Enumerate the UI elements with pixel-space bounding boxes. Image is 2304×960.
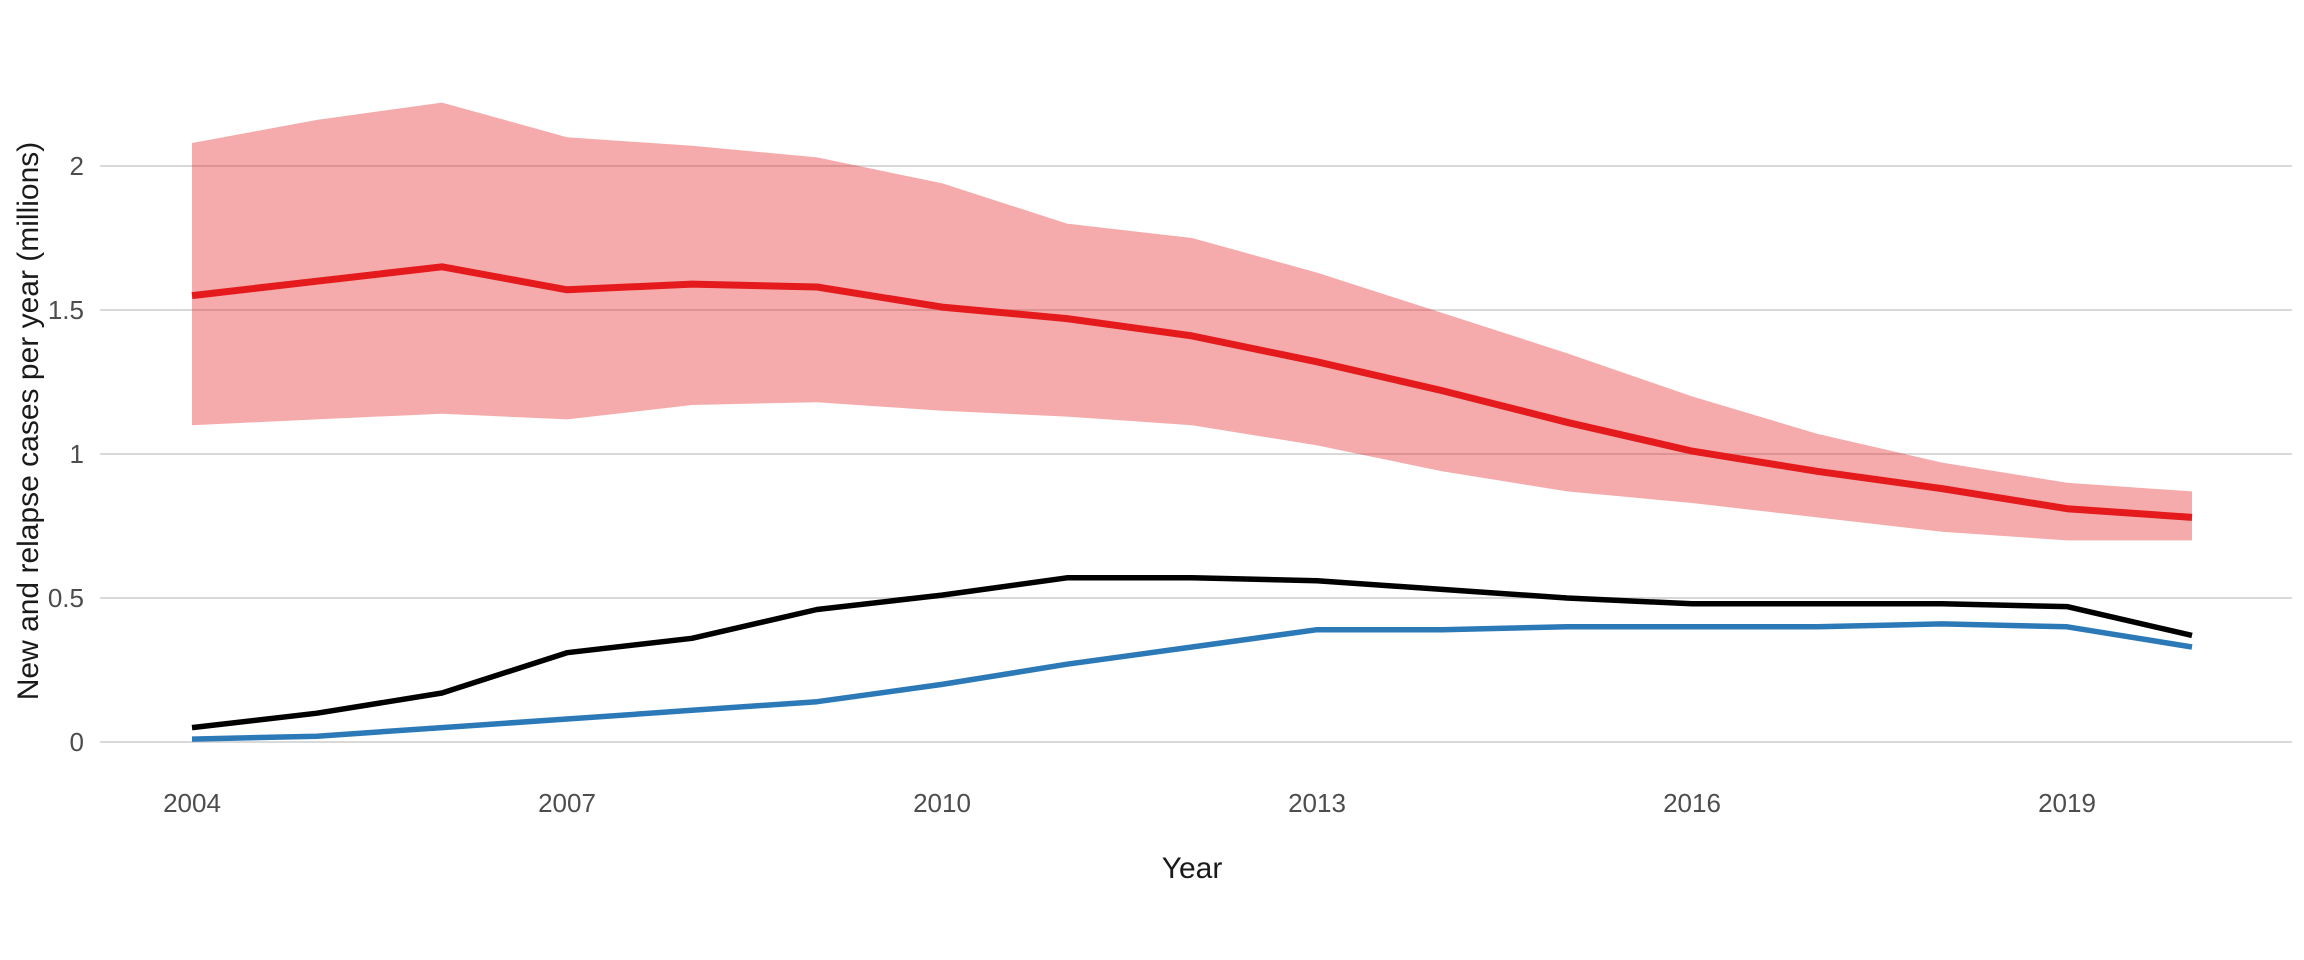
x-tick-label: 2010 — [913, 788, 971, 818]
x-tick-label: 2004 — [163, 788, 221, 818]
confidence-ribbon — [192, 102, 2192, 541]
y-tick-label: 1.5 — [48, 295, 84, 325]
y-axis-tick-labels: 0 0.5 1 1.5 2 — [48, 151, 84, 757]
x-axis-title: Year — [1162, 852, 1223, 885]
x-tick-label: 2007 — [538, 788, 596, 818]
x-tick-label: 2016 — [1663, 788, 1721, 818]
x-tick-label: 2013 — [1288, 788, 1346, 818]
y-axis-title: New and relapse cases per year (millions… — [12, 142, 45, 701]
series-lines — [191, 263, 2193, 742]
red-line-with-confidence-band — [191, 263, 2193, 521]
gridlines — [100, 165, 2292, 743]
red-line-with-confidence-band-band — [192, 102, 2192, 541]
y-tick-label: 0 — [70, 727, 84, 757]
x-axis-tick-labels: 2004 2007 2010 2013 2016 2019 — [163, 788, 2096, 818]
y-tick-label: 2 — [70, 151, 84, 181]
blue-line — [191, 621, 2193, 742]
y-tick-label: 1 — [70, 439, 84, 469]
x-tick-label: 2019 — [2038, 788, 2096, 818]
y-tick-label: 0.5 — [48, 583, 84, 613]
black-line — [191, 575, 2193, 731]
